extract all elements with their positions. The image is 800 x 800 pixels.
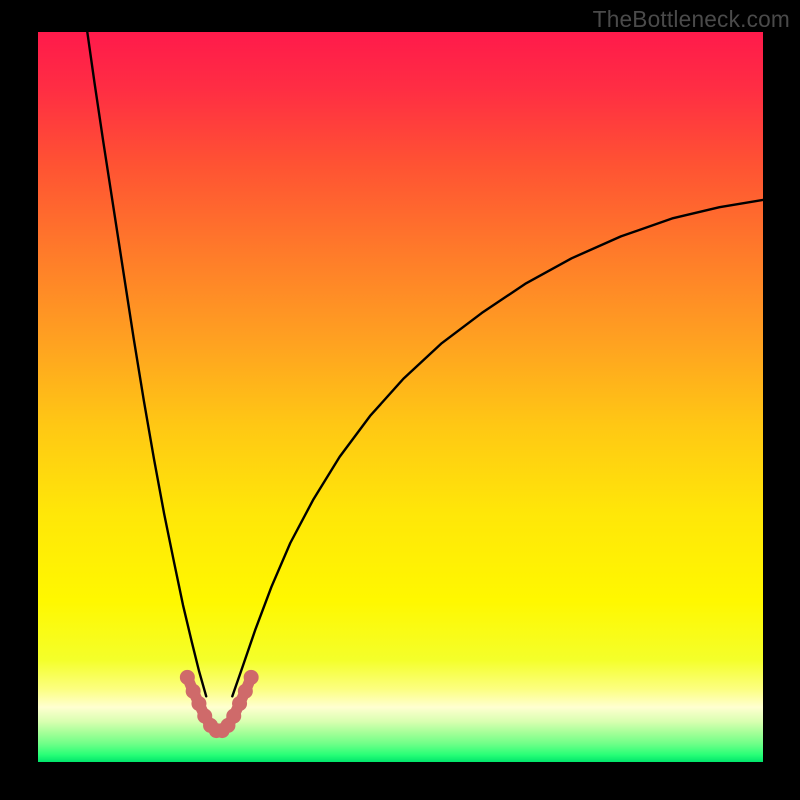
plot-area [38, 32, 763, 762]
bottleneck-curve [87, 32, 763, 696]
chart-stage: TheBottleneck.com [0, 0, 800, 800]
watermark-text: TheBottleneck.com [593, 6, 790, 33]
curve-layer [38, 32, 763, 762]
valley-dots [180, 670, 259, 738]
